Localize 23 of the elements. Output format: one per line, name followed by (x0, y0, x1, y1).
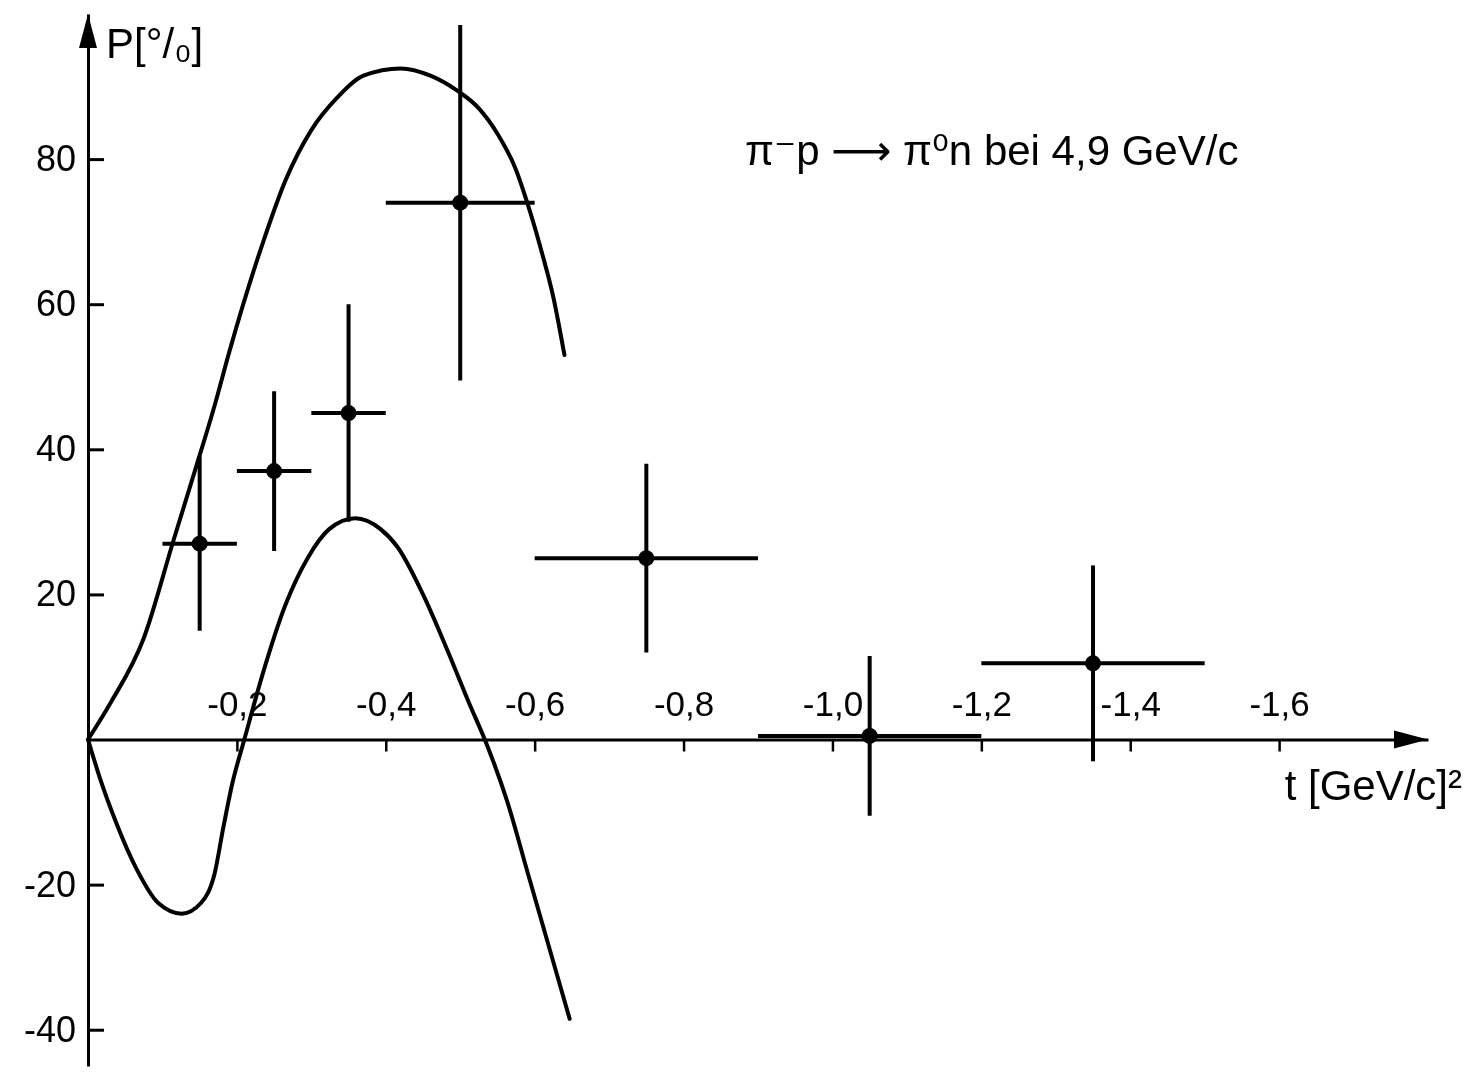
point (1085, 655, 1101, 672)
y-tick-label: 60 (35, 283, 76, 325)
x-tick-label: -1,0 (802, 683, 864, 723)
point (340, 405, 357, 422)
point (861, 727, 878, 744)
y-tick-label: 20 (35, 573, 76, 615)
y-tick-label: 80 (35, 138, 76, 180)
point (266, 463, 283, 480)
text: π⁻p ⟶ π⁰n bei 4,9 GeV/c (745, 127, 1239, 174)
point (191, 535, 208, 552)
x-tick-label: -0,4 (356, 683, 417, 723)
x-tick-label: -0,6 (505, 683, 566, 723)
y-tick-label: 40 (35, 428, 76, 470)
x-tick-label: -1,4 (1100, 683, 1161, 723)
y-axis-title: P[°/₀] (106, 20, 204, 67)
y-tick-label: -20 (23, 863, 76, 905)
x-tick-label: -1,2 (951, 683, 1012, 723)
point (452, 194, 469, 211)
x-tick-label: -1,6 (1249, 683, 1310, 723)
x-axis-title: t [GeV/c]² (1284, 761, 1463, 809)
y-tick-label: -40 (23, 1008, 76, 1050)
point (638, 550, 655, 567)
x-tick-label: -0,8 (653, 683, 715, 723)
